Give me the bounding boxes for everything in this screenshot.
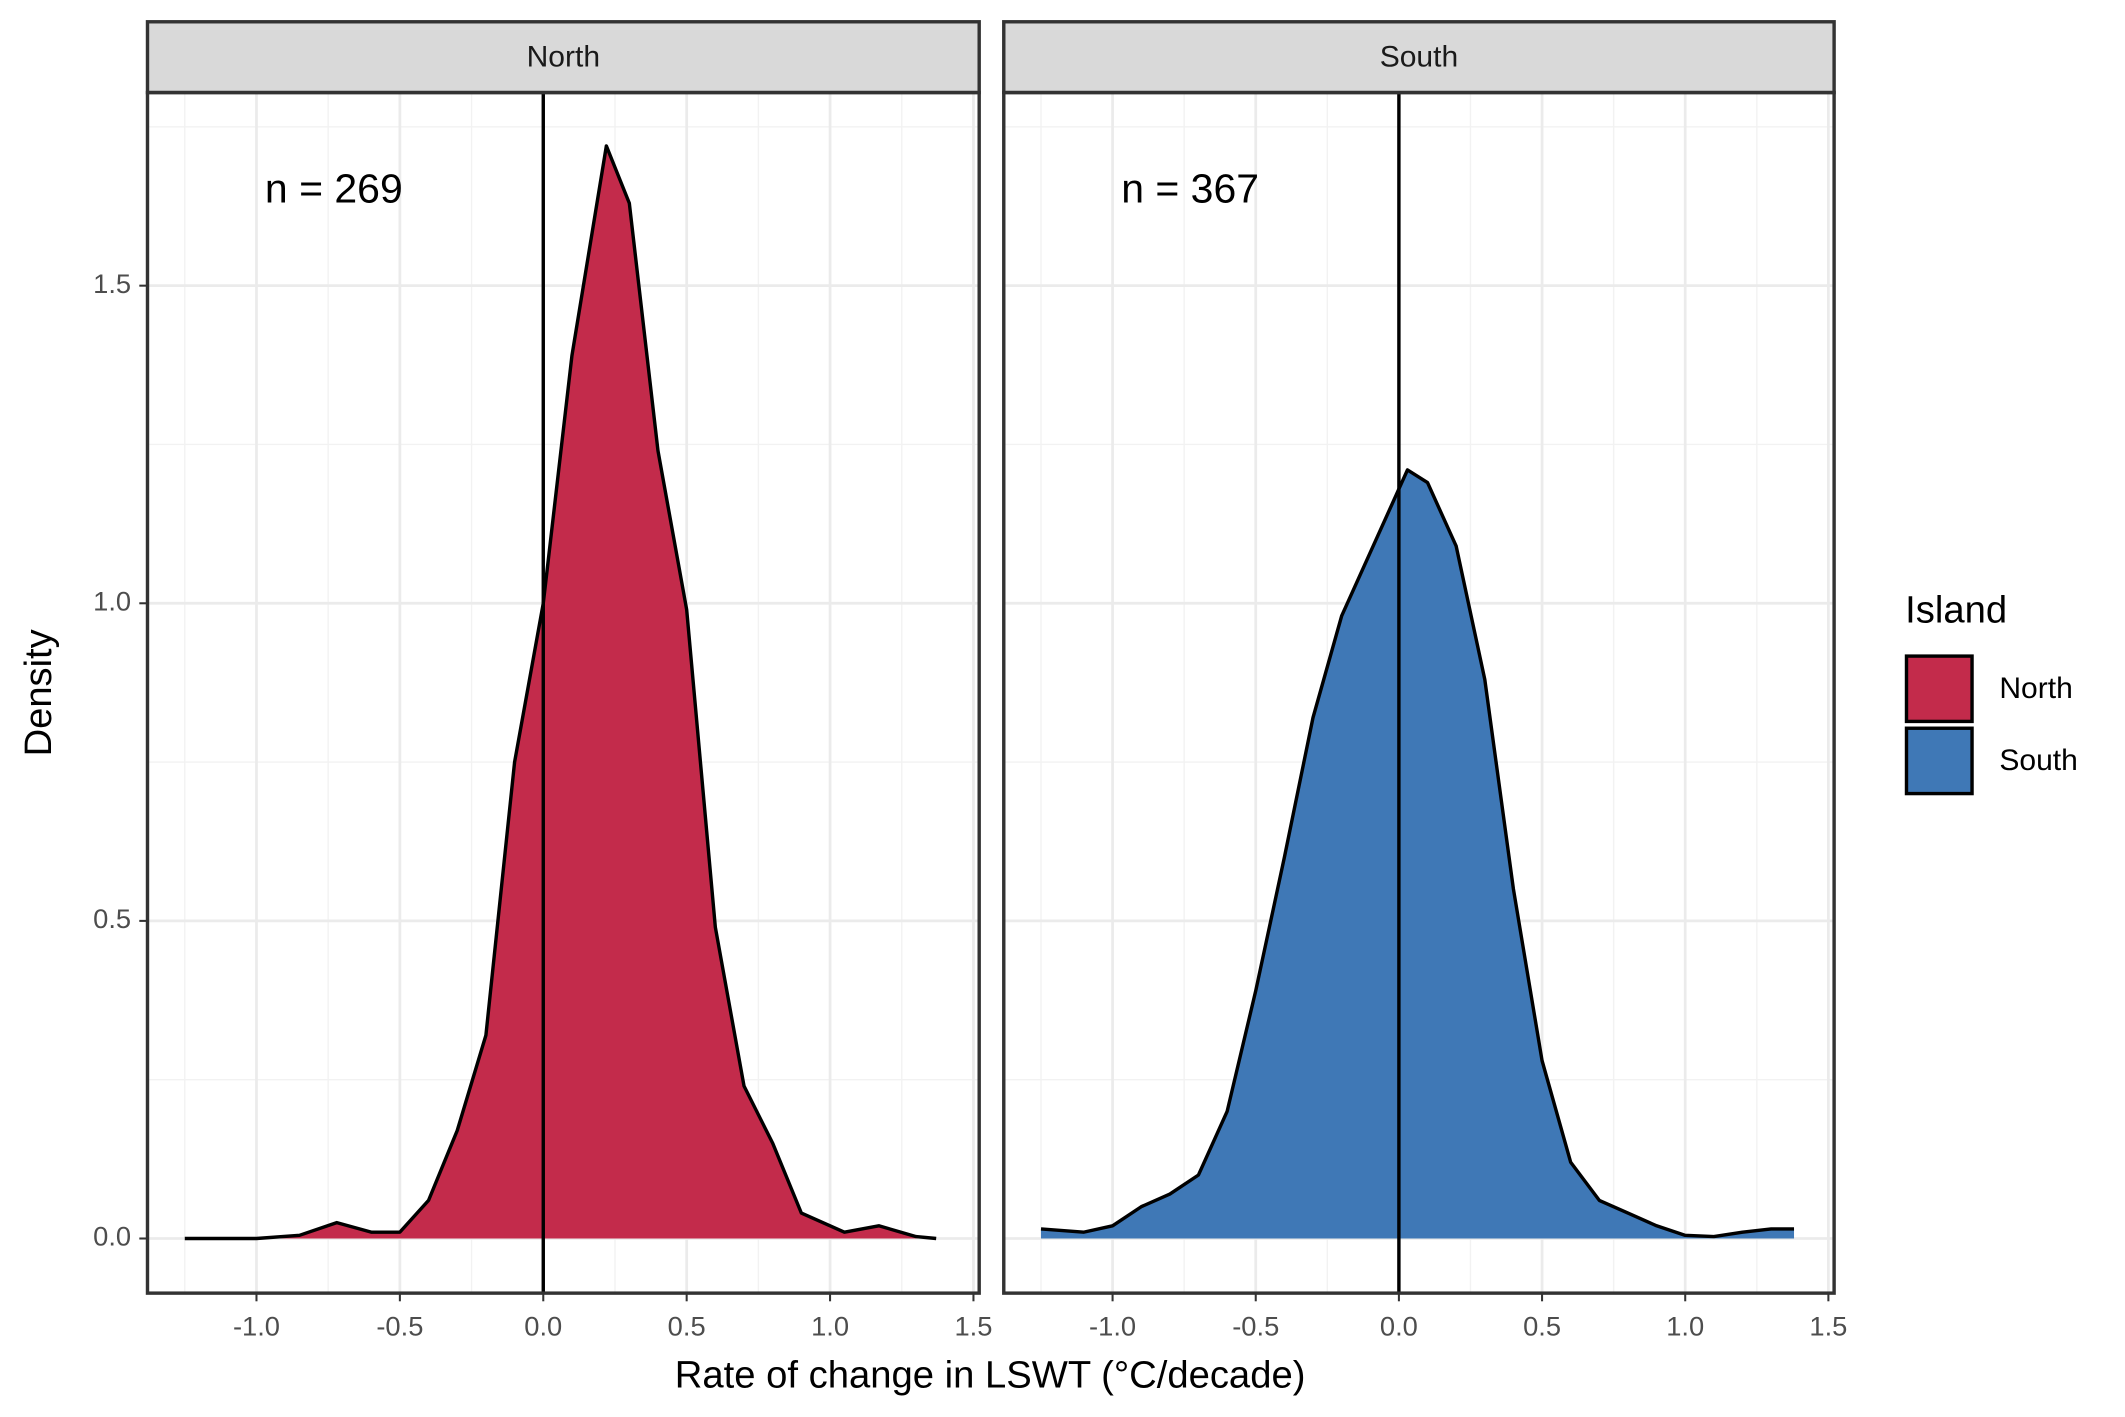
legend-label: North: [1999, 672, 2072, 705]
facet-label: South: [1380, 40, 1458, 73]
sample-size-label: n = 269: [265, 166, 403, 212]
panel-border: [145, 90, 981, 1295]
legend-swatch: [1904, 654, 1974, 724]
x-tick-label: 1.0: [811, 1311, 849, 1342]
x-tick-label: 1.0: [1666, 1311, 1704, 1342]
density-area: [1040, 469, 1795, 1239]
y-tick-label: 0.5: [93, 903, 131, 934]
x-tick-label: 0.5: [1523, 1311, 1561, 1342]
x-tick-label: -0.5: [1232, 1311, 1279, 1342]
x-tick-label: 0.5: [668, 1311, 706, 1342]
x-tick-label: 1.5: [1809, 1311, 1847, 1342]
x-tick-label: -0.5: [376, 1311, 423, 1342]
sample-size-label: n = 367: [1121, 166, 1259, 212]
x-tick-label: 0.0: [1380, 1311, 1418, 1342]
legend-label: South: [1999, 744, 2077, 777]
y-tick-label: 1.0: [93, 586, 131, 617]
x-tick-label: -1.0: [1089, 1311, 1136, 1342]
x-axis-title: Rate of change in LSWT (°C/decade): [675, 1354, 1306, 1397]
y-tick-label: 0.0: [93, 1221, 131, 1252]
x-tick-label: -1.0: [233, 1311, 280, 1342]
density-area: [184, 145, 937, 1239]
y-axis-title: Density: [17, 629, 60, 756]
density-line: [184, 144, 937, 1241]
legend-swatch: [1904, 726, 1974, 796]
density-line: [1040, 468, 1795, 1239]
x-tick-label: 0.0: [524, 1311, 562, 1342]
facet-strip: [1002, 20, 1836, 95]
facet-label: North: [527, 40, 600, 73]
x-tick-label: 1.5: [954, 1311, 992, 1342]
y-tick-label: 1.5: [93, 268, 131, 299]
facet-strip: [145, 20, 981, 95]
panel-border: [1002, 90, 1836, 1295]
legend-title: Island: [1905, 589, 2007, 632]
